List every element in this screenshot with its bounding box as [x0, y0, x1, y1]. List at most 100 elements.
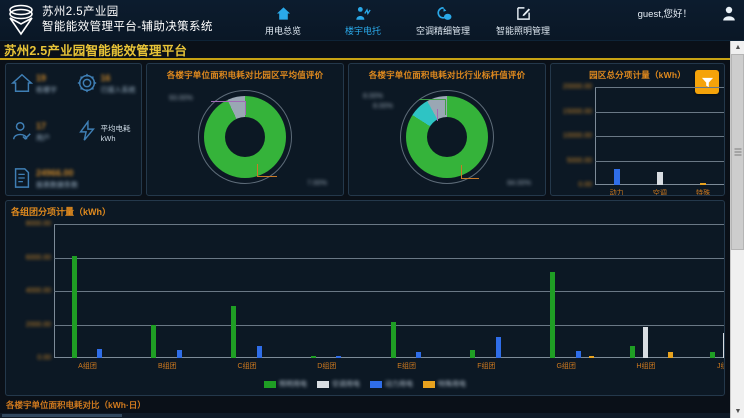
y-tick-label: 10000.00	[562, 132, 592, 140]
kpi-buildings-value: 19	[36, 73, 47, 83]
donut-left-title: 各楼宇单位面积电耗对比园区平均值评价	[166, 70, 324, 80]
donut-right-leader-4	[461, 165, 462, 179]
bar[interactable]	[550, 271, 556, 358]
y-tick-label: 0.00	[37, 354, 51, 362]
grid-line	[595, 160, 724, 162]
group-submetering-chart[interactable]: 0.00 2000.00 4000.00 6000.00 8000.00 A组团 B组团 C组…	[26, 221, 724, 370]
kpi-systems[interactable]: 16 已接入系统	[74, 70, 139, 118]
legend-label: 照明用电	[279, 381, 307, 388]
home-icon	[10, 72, 34, 94]
brand-text: 苏州2.5产业园 智能能效管理平台-辅助决策系统	[42, 5, 213, 34]
horizontal-scrollbar[interactable]	[0, 413, 730, 418]
bar[interactable]	[629, 346, 635, 358]
x-tick-label: G组团	[556, 363, 576, 370]
scroll-thumb-grip	[734, 147, 741, 158]
bar[interactable]	[613, 169, 620, 185]
bar[interactable]	[336, 356, 342, 358]
bar[interactable]	[642, 326, 648, 358]
bar-panel-title: 园区总分项计量（kWh）	[589, 70, 686, 80]
donut-left-label-minor: 7.00%	[307, 180, 327, 187]
user-greeting: guest,您好！	[637, 9, 692, 20]
legend-label: 特殊用电	[438, 381, 466, 388]
legend-item[interactable]: 照明用电	[264, 379, 307, 389]
brand-logo-area[interactable]: 苏州2.5产业园 智能能效管理平台-辅助决策系统	[6, 3, 213, 36]
donut-right-leader-1	[445, 99, 446, 115]
bar[interactable]	[495, 337, 501, 358]
nav-item-overview[interactable]: 用电总览	[252, 2, 314, 37]
x-tick-label: F组团	[477, 363, 496, 370]
nav-label-building-trust: 楼宇电托	[344, 26, 381, 36]
bar[interactable]	[256, 346, 262, 358]
legend-item[interactable]: 特殊用电	[423, 379, 466, 389]
kpi-users-text: 17 用户	[36, 120, 50, 143]
h-scroll-thumb[interactable]	[2, 414, 122, 417]
bar[interactable]	[176, 349, 182, 358]
bar[interactable]	[151, 325, 157, 358]
kpi-avg-consumption[interactable]: 平均电耗kWh	[74, 118, 139, 166]
x-tick-label: C组团	[237, 363, 257, 370]
kpi-grid: 19 栋楼宇 16	[6, 64, 141, 190]
grid-line	[54, 324, 724, 326]
group-submetering-panel: 各组团分项计量（kWh） 0.00 2000.00 4000.00 6000.00 80…	[5, 200, 725, 396]
bar[interactable]	[416, 351, 422, 358]
bar[interactable]	[97, 348, 103, 358]
gear-icon	[76, 72, 98, 94]
x-tick-label: D组团	[317, 363, 337, 370]
donut-right-leader-5	[461, 178, 479, 179]
bar[interactable]	[722, 333, 724, 358]
bar[interactable]	[588, 355, 594, 358]
kpi-systems-label: 已接入系统	[100, 87, 136, 94]
user-icon[interactable]	[722, 6, 736, 21]
bar[interactable]	[668, 352, 674, 358]
legend-label: 空调用电	[332, 381, 360, 388]
bar[interactable]	[390, 321, 396, 358]
nav-item-building-trust[interactable]: 楼宇电托	[332, 2, 394, 37]
legend-item[interactable]: 空调用电	[317, 379, 360, 389]
nav-item-lighting[interactable]: 智能照明管理	[492, 2, 554, 37]
kpi-users[interactable]: 17 用户	[9, 118, 74, 166]
nav-item-hvac[interactable]: 空调精细管理	[412, 2, 474, 37]
park-submetering-chart[interactable]: 0.00 5000.00 10000.00 15000.00 20000.00 动力 空调 特…	[563, 84, 724, 195]
kpi-users-label: 用户	[36, 134, 50, 142]
bar[interactable]	[231, 306, 237, 358]
logo-icon	[6, 3, 36, 36]
donut-right-label-1: 8.00%	[363, 93, 383, 100]
kpi-buildings[interactable]: 19 栋楼宇	[9, 70, 74, 118]
scroll-thumb[interactable]	[731, 54, 744, 250]
bar[interactable]	[709, 351, 715, 358]
park-submetering-panel: 园区总分项计量（kWh） 0.00 5000.00 10000.00 15000.00…	[550, 63, 725, 196]
bar[interactable]	[71, 255, 77, 358]
grid-line	[595, 111, 724, 113]
bar[interactable]	[470, 349, 476, 358]
legend-item[interactable]: 动力用电	[370, 379, 413, 389]
donut-left-leader-2	[211, 101, 245, 102]
x-tick-label: 特殊	[696, 190, 711, 196]
kpi-report-value: 24966.00	[36, 168, 74, 178]
brand-line-1: 苏州2.5产业园	[42, 6, 119, 19]
donut-outer-ring	[400, 90, 494, 184]
y-tick-label: 20000.00	[562, 83, 592, 91]
donut-right-title: 各楼宇单位面积电耗对比行业标杆值评价	[368, 70, 526, 80]
user-area: guest,您好！	[638, 0, 736, 41]
footer-chart-title: 各楼宇单位面积电耗对比（kWh·日）	[6, 400, 146, 410]
donut-left-label-major: 93.00%	[169, 95, 193, 102]
kpi-users-value: 17	[36, 120, 47, 131]
x-tick-label: 动力	[609, 190, 624, 196]
bar[interactable]	[575, 350, 581, 358]
x-tick-label: A组团	[78, 363, 97, 370]
donut-right-graphic[interactable]	[406, 96, 488, 178]
bar[interactable]	[656, 171, 663, 185]
x-tick-label: E组团	[397, 363, 416, 370]
vertical-scrollbar[interactable]: ▲ ▼	[730, 41, 744, 418]
bar[interactable]	[310, 355, 316, 358]
person-activity-icon	[355, 5, 371, 22]
y-tick-label: 0.00	[578, 181, 592, 189]
y-tick-label: 4000.00	[25, 287, 51, 295]
scroll-up-arrow[interactable]: ▲	[731, 41, 744, 54]
kpi-report-rows[interactable]: 24966.00 报表数据条数	[9, 165, 138, 190]
filter-icon[interactable]	[695, 70, 719, 94]
bar[interactable]	[700, 183, 707, 185]
scroll-down-arrow[interactable]: ▼	[734, 408, 742, 415]
donut-right-leader-3	[437, 109, 438, 121]
